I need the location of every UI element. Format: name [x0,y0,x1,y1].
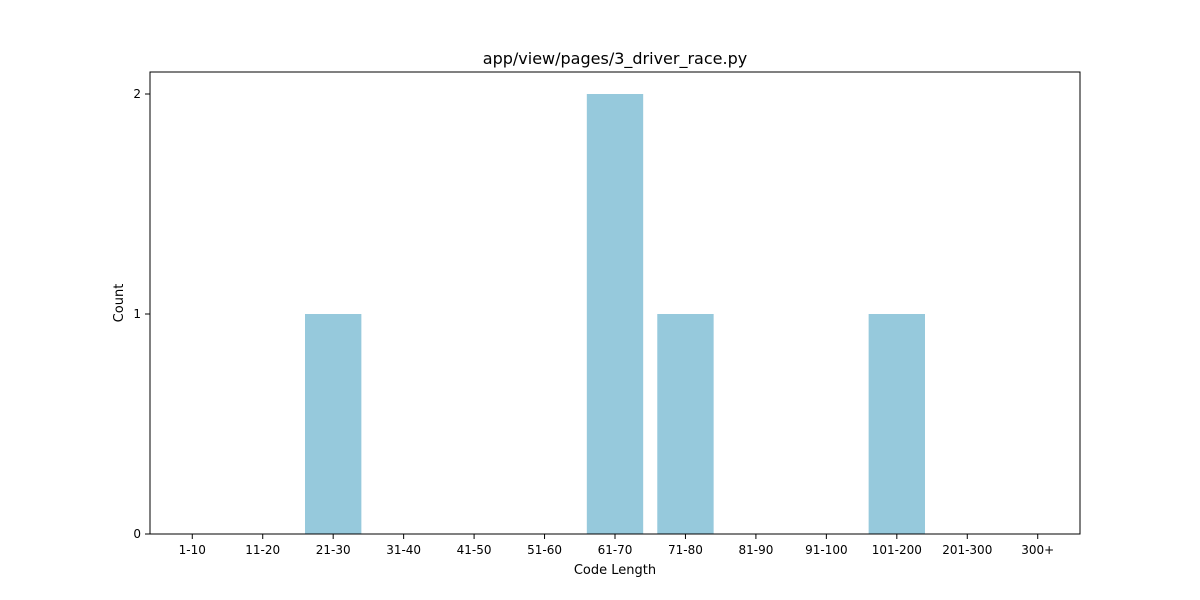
x-tick-label: 101-200 [872,543,922,557]
x-tick-label: 41-50 [457,543,492,557]
bars-group [305,94,925,534]
x-tick-label: 91-100 [805,543,848,557]
bar-101-200 [868,314,925,534]
y-axis-label: Count [112,284,127,323]
x-tick-label: 51-60 [527,543,562,557]
x-tick-label: 21-30 [316,543,351,557]
x-tick-label: 31-40 [386,543,421,557]
x-ticks-group: 1-10 11-20 21-30 31-40 41-50 51-60 61-70 71-80 8… [179,534,1054,557]
x-tick-label: 71-80 [668,543,703,557]
bar-21-30 [305,314,362,534]
x-tick-label: 1-10 [179,543,206,557]
x-tick-label: 300+ [1021,543,1054,557]
y-tick-label: 0 [133,527,141,541]
y-tick-label: 2 [133,87,141,101]
y-tick-label: 1 [133,307,141,321]
bar-61-70 [586,94,644,534]
bar-71-80 [657,314,714,534]
y-ticks-group: 0 1 2 [133,87,150,541]
x-axis-label: Code Length [574,563,656,578]
x-tick-label: 201-300 [942,543,992,557]
x-tick-label: 61-70 [598,543,633,557]
chart-title: app/view/pages/3_driver_race.py [483,49,747,69]
x-tick-label: 81-90 [738,543,773,557]
x-tick-label: 11-20 [245,543,280,557]
